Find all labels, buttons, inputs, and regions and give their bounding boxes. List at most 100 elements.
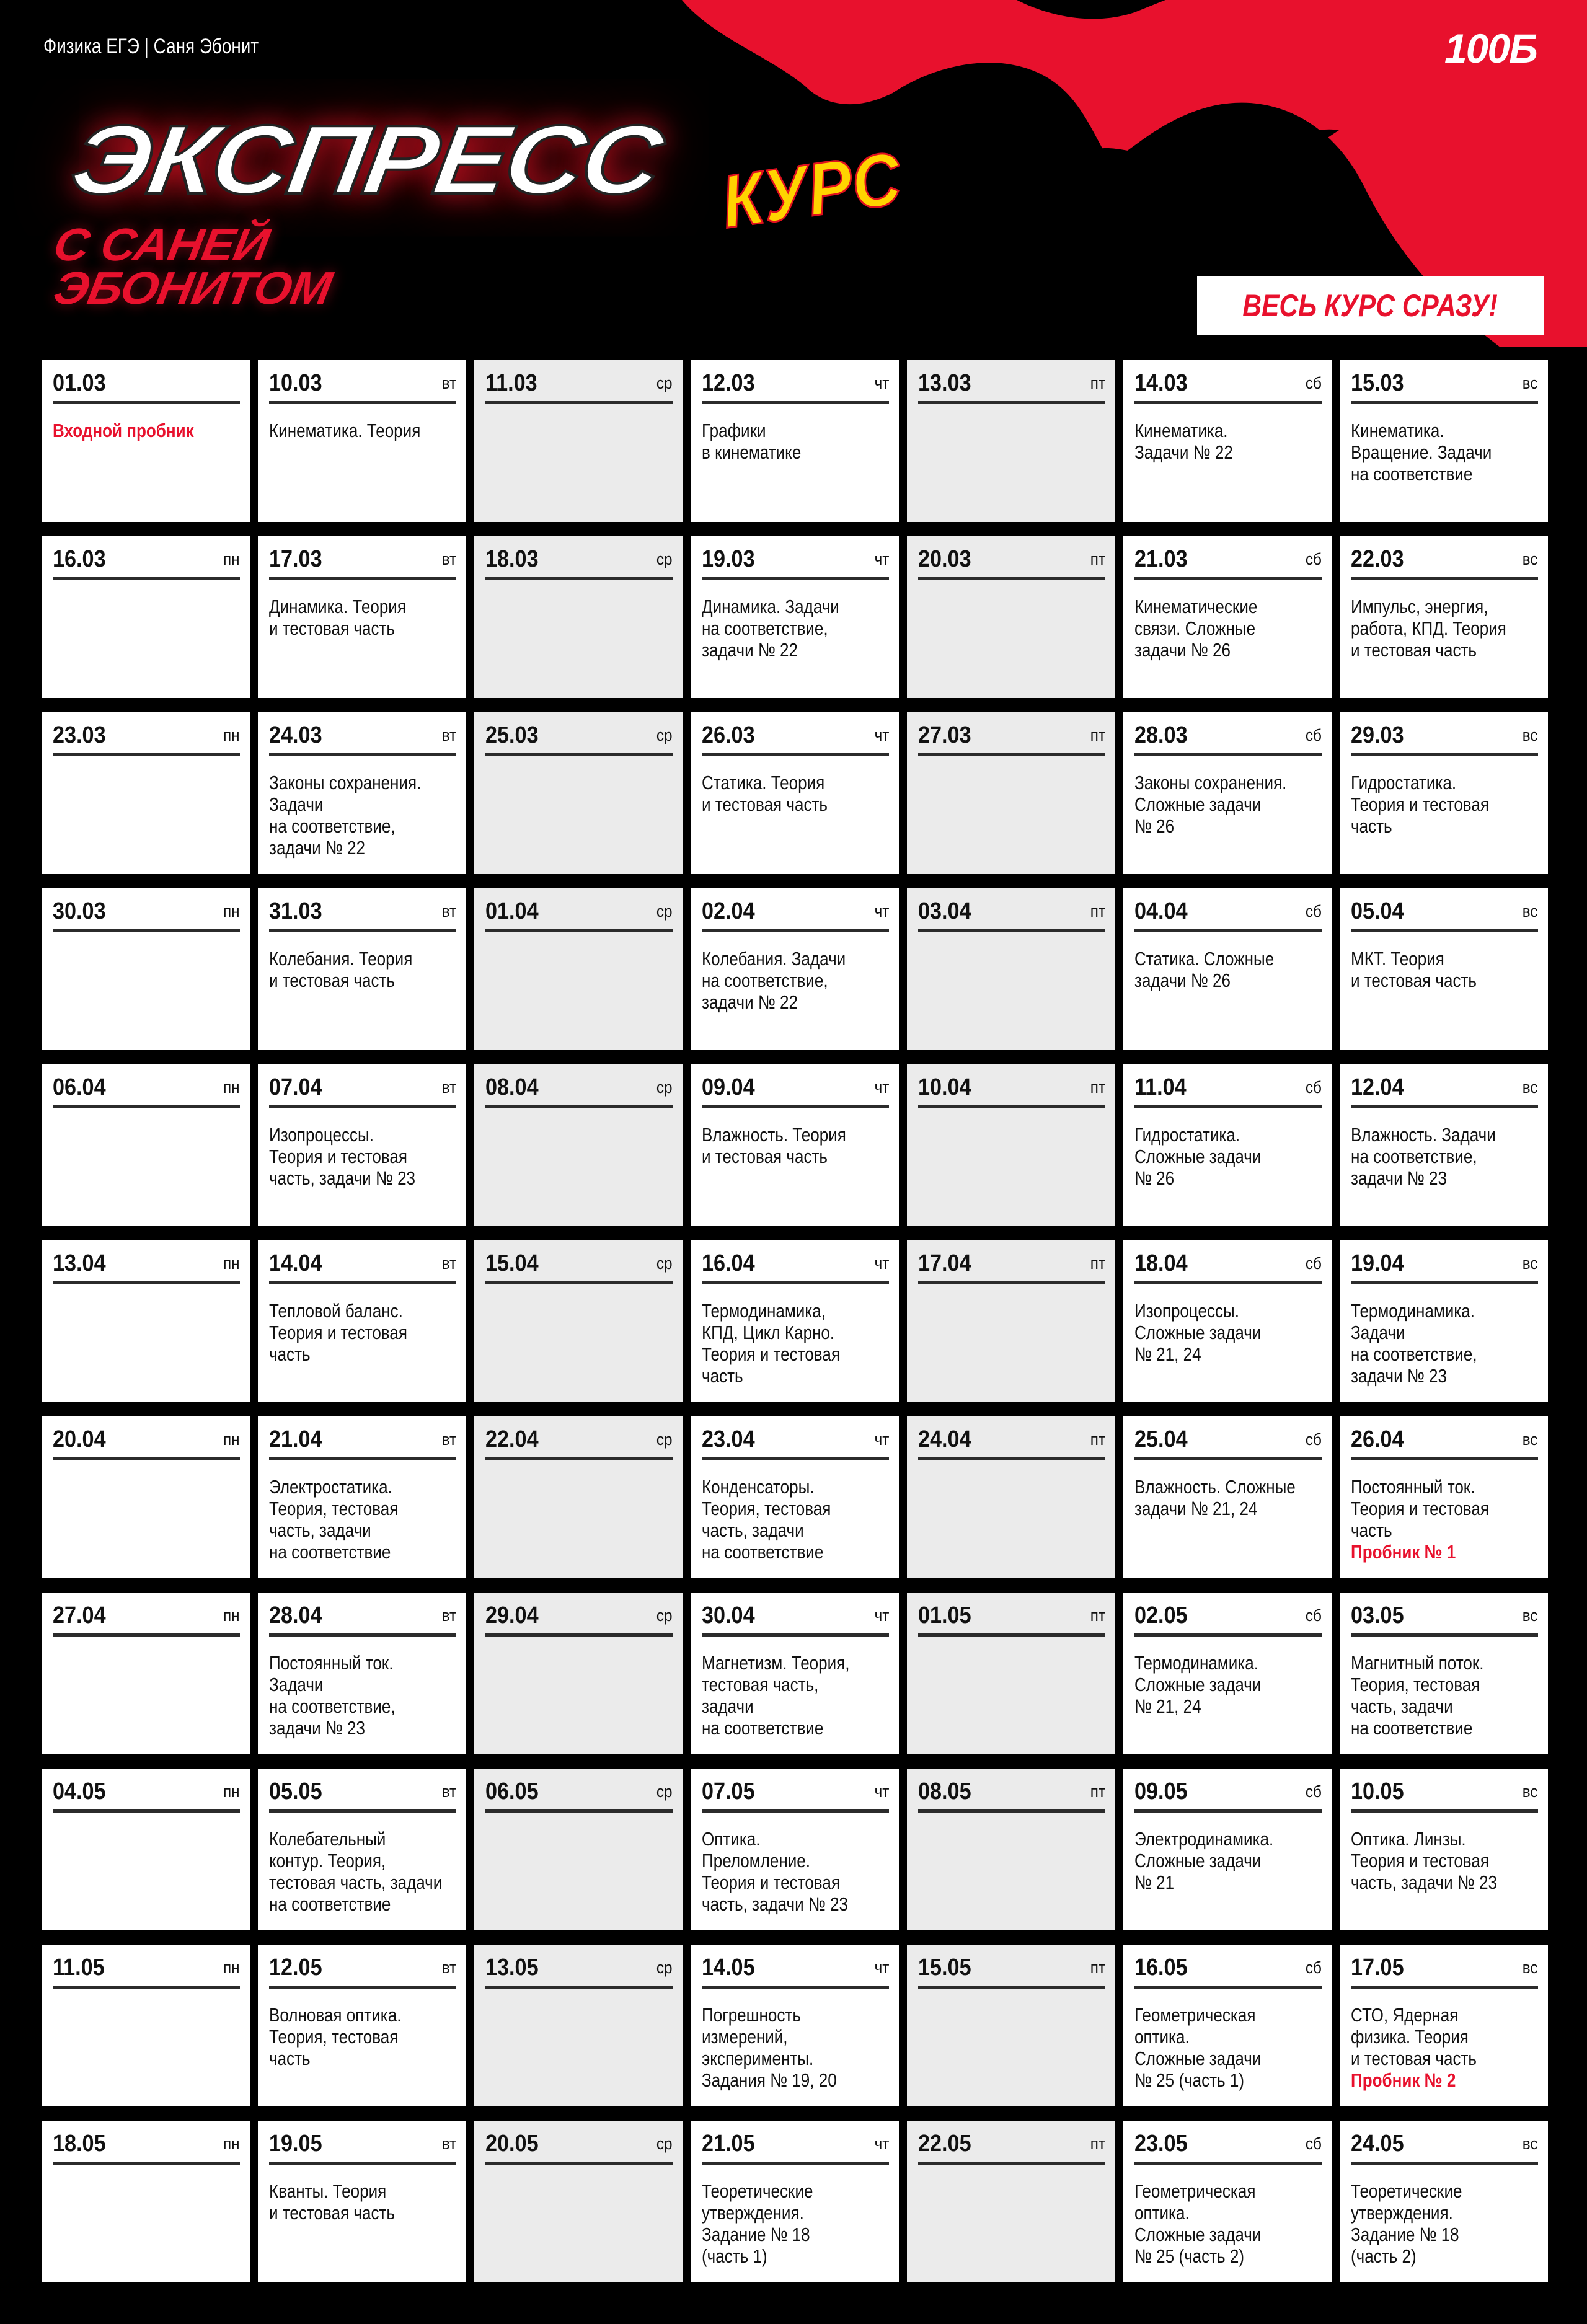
day-cell: 03.05 вс Магнитный поток. Теория, тестовая…: [1340, 1593, 1548, 1754]
lesson-topic: Импульс, энергия, работа, КПД. Теория и …: [1351, 596, 1506, 661]
divider: [485, 1809, 673, 1813]
day-cell: 17.05 вс СТО, Ядерная физика. Теория и тес…: [1340, 1945, 1548, 2106]
day-of-week: вс: [1523, 1782, 1538, 1801]
day-cell: 23.04 чт Конденсаторы. Теория, тестовая ча…: [691, 1416, 899, 1578]
lesson-topic: Гидростатика. Сложные задачи № 26: [1134, 1124, 1261, 1189]
day-of-week: вт: [441, 1782, 456, 1801]
day-cell: 08.05 пт: [907, 1769, 1115, 1930]
day-of-week: вт: [441, 1254, 456, 1273]
day-of-week: вс: [1523, 550, 1538, 568]
lesson-text: Кинематика. Задачи № 22: [1134, 420, 1233, 463]
day-date: 27.04: [53, 1602, 106, 1628]
lesson-topic: Статика. Сложные задачи № 26: [1134, 948, 1274, 991]
day-date: 23.03: [53, 722, 106, 748]
day-of-week: вт: [441, 726, 456, 744]
day-cell: 10.05 вс Оптика. Линзы. Теория и тестовая …: [1340, 1769, 1548, 1930]
title-express: ЭКСПРЕСС: [63, 104, 668, 216]
divider: [702, 1281, 889, 1284]
day-of-week: пн: [223, 1782, 240, 1801]
divider: [1134, 1633, 1322, 1637]
day-cell: 17.04 пт: [907, 1240, 1115, 1402]
day-of-week: вт: [441, 374, 456, 392]
divider: [1134, 1281, 1322, 1284]
lesson-text: Статика. Теория и тестовая часть: [702, 772, 828, 815]
day-date: 16.04: [702, 1250, 755, 1276]
divider: [1351, 1809, 1538, 1813]
day-cell: 18.03 ср: [474, 536, 683, 698]
whole-course-button[interactable]: ВЕСЬ КУРС СРАЗУ!: [1197, 276, 1544, 335]
day-date: 10.05: [1351, 1778, 1404, 1805]
day-of-week: сб: [1305, 726, 1322, 744]
day-date: 15.03: [1351, 370, 1404, 396]
divider: [1351, 401, 1538, 404]
divider: [1351, 1986, 1538, 1989]
day-cell: 20.03 пт: [907, 536, 1115, 698]
lesson-text: Кинематические связи. Сложные задачи № 2…: [1134, 596, 1258, 661]
day-of-week: ср: [656, 550, 673, 568]
day-cell: 04.05 пн: [42, 1769, 250, 1930]
day-cell: 21.04 вт Электростатика. Теория, тестовая …: [258, 1416, 466, 1578]
day-of-week: чт: [874, 374, 889, 392]
day-of-week: вт: [441, 902, 456, 921]
lesson-topic: Магнитный поток. Теория, тестовая часть,…: [1351, 1652, 1483, 1739]
day-date: 11.03: [485, 370, 537, 396]
day-of-week: сб: [1305, 1782, 1322, 1801]
day-of-week: чт: [874, 902, 889, 921]
day-cell: 05.05 вт Колебательный контур. Теория, тес…: [258, 1769, 466, 1930]
day-cell: 05.04 вс МКТ. Теория и тестовая часть: [1340, 888, 1548, 1050]
100b-logo: 100Б: [1444, 25, 1538, 71]
lesson-topic: МКТ. Теория и тестовая часть: [1351, 948, 1477, 991]
divider: [269, 1809, 456, 1813]
day-cell: 22.03 вс Импульс, энергия, работа, КПД. Те…: [1340, 536, 1548, 698]
lesson-text: Термодинамика, КПД, Цикл Карно. Теория и…: [702, 1300, 840, 1387]
day-date: 17.05: [1351, 1955, 1404, 1981]
divider: [1134, 2162, 1322, 2165]
day-of-week: пн: [223, 2134, 240, 2153]
day-cell: 24.05 вс Теоретические утверждения. Задани…: [1340, 2121, 1548, 2282]
day-date: 07.04: [269, 1074, 322, 1100]
day-date: 20.04: [53, 1426, 106, 1452]
day-cell: 17.03 вт Динамика. Теория и тестовая часть: [258, 536, 466, 698]
day-of-week: вс: [1523, 726, 1538, 744]
day-cell: 18.04 сб Изопроцессы. Сложные задачи № 21,…: [1123, 1240, 1332, 1402]
lesson-text: СТО, Ядерная физика. Теория и тестовая ч…: [1351, 2004, 1477, 2069]
whole-course-button-label: ВЕСЬ КУРС СРАЗУ!: [1242, 288, 1498, 323]
divider: [485, 1281, 673, 1284]
day-of-week: сб: [1305, 1078, 1322, 1097]
day-date: 24.03: [269, 722, 322, 748]
lesson-text: Электростатика. Теория, тестовая часть, …: [269, 1476, 399, 1563]
lesson-topic: Влажность. Задачи на соответствие, задач…: [1351, 1124, 1496, 1189]
divider: [485, 401, 673, 404]
divider: [269, 1986, 456, 1989]
day-of-week: вс: [1523, 902, 1538, 921]
day-of-week: пт: [1090, 902, 1105, 921]
day-cell: 11.05 пн: [42, 1945, 250, 2106]
lesson-topic: Постоянный ток. Теория и тестовая часть П…: [1351, 1476, 1489, 1563]
day-date: 11.05: [53, 1955, 105, 1981]
day-of-week: пн: [223, 1254, 240, 1273]
day-cell: 24.03 вт Законы сохранения. Задачи на соот…: [258, 712, 466, 874]
divider: [53, 1281, 240, 1284]
day-cell: 16.03 пн: [42, 536, 250, 698]
divider: [918, 1809, 1105, 1813]
divider: [918, 1986, 1105, 1989]
lesson-text: Термодинамика. Задачи на соответствие, з…: [1351, 1300, 1477, 1387]
lesson-text: Влажность. Сложные задачи № 21, 24: [1134, 1476, 1296, 1519]
day-of-week: пт: [1090, 1958, 1105, 1977]
lesson-topic: Графики в кинематике: [702, 420, 801, 463]
day-date: 09.05: [1134, 1778, 1188, 1805]
day-cell: 21.05 чт Теоретические утверждения. Задани…: [691, 2121, 899, 2282]
lesson-topic: Термодинамика, КПД, Цикл Карно. Теория и…: [702, 1300, 840, 1387]
day-date: 15.05: [918, 1955, 971, 1981]
day-cell: 26.03 чт Статика. Теория и тестовая часть: [691, 712, 899, 874]
day-date: 12.03: [702, 370, 755, 396]
lesson-text: Оптика. Линзы. Теория и тестовая часть, …: [1351, 1828, 1498, 1893]
lesson-topic: Законы сохранения. Сложные задачи № 26: [1134, 772, 1286, 837]
day-cell: 28.04 вт Постоянный ток. Задачи на соответ…: [258, 1593, 466, 1754]
day-date: 03.04: [918, 898, 971, 924]
day-date: 21.04: [269, 1426, 322, 1452]
day-of-week: пн: [223, 1078, 240, 1097]
day-date: 14.05: [702, 1955, 755, 1981]
day-date: 22.03: [1351, 546, 1404, 572]
lesson-topic: Входной пробник: [53, 420, 194, 441]
